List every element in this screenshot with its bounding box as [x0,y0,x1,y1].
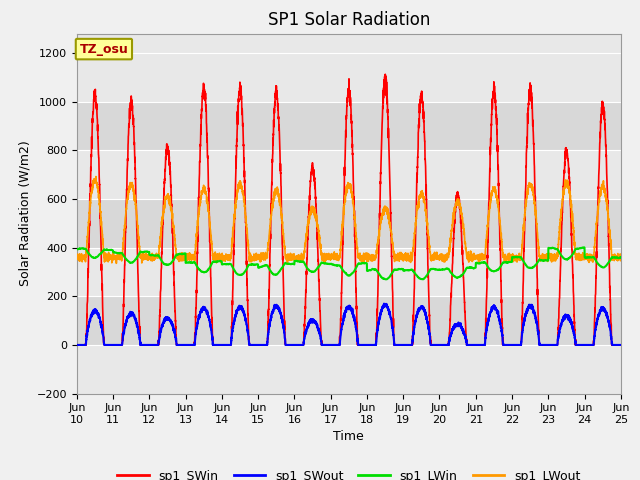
Bar [77,199,621,248]
Bar [77,102,621,150]
Text: TZ_osu: TZ_osu [79,43,128,56]
Bar [77,296,621,345]
Y-axis label: Solar Radiation (W/m2): Solar Radiation (W/m2) [18,141,31,287]
Bar [77,248,621,296]
Legend: sp1_SWin, sp1_SWout, sp1_LWin, sp1_LWout: sp1_SWin, sp1_SWout, sp1_LWin, sp1_LWout [113,465,585,480]
Bar [77,345,621,394]
X-axis label: Time: Time [333,431,364,444]
Title: SP1 Solar Radiation: SP1 Solar Radiation [268,11,430,29]
Bar [77,150,621,199]
Bar [77,53,621,102]
